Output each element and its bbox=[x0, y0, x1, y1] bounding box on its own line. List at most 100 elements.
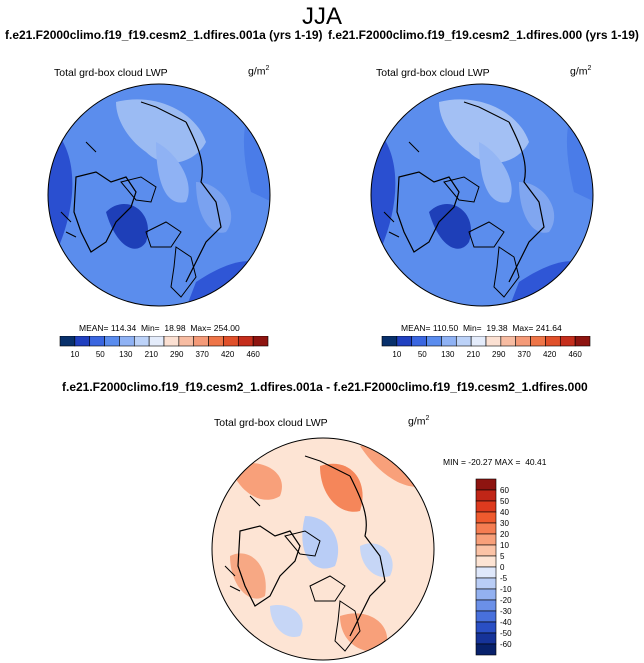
panel-2-variable-label: Total grd-box cloud LWP bbox=[376, 67, 490, 79]
colorbar-tick-label: 210 bbox=[145, 350, 159, 359]
colorbar-tick-label: 370 bbox=[196, 350, 210, 359]
colorbar-tick-label: -20 bbox=[500, 596, 512, 605]
diff-polar-map bbox=[211, 437, 435, 661]
coastline bbox=[140, 101, 187, 123]
colorbar-tick-label: 40 bbox=[500, 508, 509, 517]
panel-1-title: f.e21.F2000climo.f19_f19.cesm2_1.dfires.… bbox=[5, 28, 323, 42]
coastline bbox=[463, 101, 510, 123]
colorbar-swatch bbox=[475, 489, 497, 502]
colorbar-swatch bbox=[485, 336, 502, 347]
coastline bbox=[349, 475, 386, 637]
coastline bbox=[185, 121, 222, 283]
map-field-negative-region bbox=[270, 605, 303, 637]
panel-1-colorbar: 10 50 130 210 290 370 420 460 bbox=[59, 336, 269, 359]
map-field-low-region bbox=[519, 182, 555, 233]
colorbar-swatch bbox=[475, 610, 497, 623]
colorbar-swatch bbox=[119, 336, 135, 347]
colorbar-tick-label: -50 bbox=[500, 629, 512, 638]
colorbar-swatch bbox=[515, 336, 531, 347]
colorbar-swatch bbox=[475, 577, 497, 590]
coastline bbox=[383, 141, 420, 238]
map-field-positive-region bbox=[230, 553, 266, 599]
colorbar-swatch bbox=[163, 336, 180, 347]
season-title: JJA bbox=[301, 3, 342, 30]
colorbar-swatch bbox=[500, 336, 517, 347]
coastline bbox=[284, 530, 346, 602]
coastline bbox=[334, 600, 361, 652]
panel-1-variable-label: Total grd-box cloud LWP bbox=[54, 67, 168, 79]
colorbar-tick-label: 30 bbox=[500, 519, 509, 528]
colorbar-swatch bbox=[89, 336, 105, 347]
map-boundary bbox=[370, 83, 594, 307]
colorbar-swatch bbox=[475, 599, 497, 612]
coastline bbox=[508, 121, 545, 283]
coastline bbox=[493, 246, 520, 298]
colorbar-tick-label: 290 bbox=[170, 350, 184, 359]
colorbar-tick-label: 210 bbox=[467, 350, 481, 359]
colorbar-swatch bbox=[252, 336, 269, 347]
colorbar-swatch bbox=[59, 336, 76, 347]
map-boundary bbox=[47, 83, 271, 307]
colorbar-tick-label: 10 bbox=[392, 350, 401, 359]
colorbar-swatch bbox=[381, 336, 398, 347]
colorbar-swatch bbox=[475, 544, 497, 557]
colorbar-tick-label: 50 bbox=[500, 497, 509, 506]
map-field-low-region bbox=[116, 99, 206, 163]
colorbar-swatch bbox=[475, 522, 497, 535]
coastline bbox=[237, 525, 301, 607]
colorbar-swatch bbox=[475, 500, 497, 513]
colorbar-tick-label: 0 bbox=[500, 563, 505, 572]
map-field-high-region bbox=[243, 122, 270, 202]
colorbar-tick-label: 10 bbox=[70, 350, 79, 359]
colorbar-swatch bbox=[574, 336, 591, 347]
colorbar-tick-label: -60 bbox=[500, 640, 512, 649]
map-field-negative-region bbox=[360, 543, 393, 577]
colorbar-tick-label: 50 bbox=[418, 350, 427, 359]
colorbar-tick-label: 60 bbox=[500, 486, 509, 495]
colorbar-tick-label: -10 bbox=[500, 585, 512, 594]
colorbar-swatch bbox=[133, 336, 150, 347]
colorbar-tick-label: 290 bbox=[492, 350, 506, 359]
map-field-high-region bbox=[429, 203, 471, 249]
coastline bbox=[73, 171, 137, 253]
coastline bbox=[443, 176, 505, 248]
colorbar-swatch bbox=[530, 336, 546, 347]
map-field-low-region bbox=[196, 182, 232, 233]
colorbar-swatch bbox=[104, 336, 120, 347]
colorbar-tick-label: 5 bbox=[500, 552, 505, 561]
panel-2-title: f.e21.F2000climo.f19_f19.cesm2_1.dfires.… bbox=[328, 28, 639, 42]
panel-1-polar-map bbox=[47, 83, 271, 307]
coastline bbox=[396, 171, 460, 253]
coastline bbox=[170, 246, 197, 298]
colorbar-tick-label: 460 bbox=[246, 350, 260, 359]
diff-panel-variable-label: Total grd-box cloud LWP bbox=[214, 417, 328, 429]
colorbar-tick-label: 420 bbox=[543, 350, 557, 359]
colorbar-swatch bbox=[455, 336, 472, 347]
colorbar-swatch bbox=[475, 555, 497, 568]
colorbar-swatch bbox=[208, 336, 224, 347]
coastline bbox=[60, 141, 97, 238]
colorbar-swatch bbox=[396, 336, 413, 347]
colorbar-tick-label: -5 bbox=[500, 574, 508, 583]
colorbar-swatch bbox=[475, 621, 497, 634]
colorbar-tick-label: -40 bbox=[500, 618, 512, 627]
colorbar-tick-label: 130 bbox=[119, 350, 133, 359]
colorbar-swatch bbox=[475, 643, 497, 656]
panel-2-unit: g/m2 bbox=[570, 65, 592, 78]
map-field-high-region bbox=[566, 122, 593, 202]
colorbar-swatch bbox=[475, 533, 497, 546]
coastline bbox=[224, 495, 261, 592]
colorbar-swatch bbox=[148, 336, 165, 347]
panel-1-unit: g/m2 bbox=[248, 65, 270, 78]
colorbar-tick-label: 50 bbox=[96, 350, 105, 359]
colorbar-tick-label: 460 bbox=[568, 350, 582, 359]
colorbar-swatch bbox=[545, 336, 561, 347]
colorbar-swatch bbox=[237, 336, 254, 347]
map-field-positive-region bbox=[320, 463, 363, 512]
colorbar-swatch bbox=[475, 632, 497, 645]
colorbar-tick-label: 420 bbox=[221, 350, 235, 359]
colorbar-swatch bbox=[475, 511, 497, 524]
panel-2-stats: MEAN= 110.50 Min= 19.38 Max= 241.64 bbox=[401, 323, 562, 333]
colorbar-swatch bbox=[559, 336, 576, 347]
